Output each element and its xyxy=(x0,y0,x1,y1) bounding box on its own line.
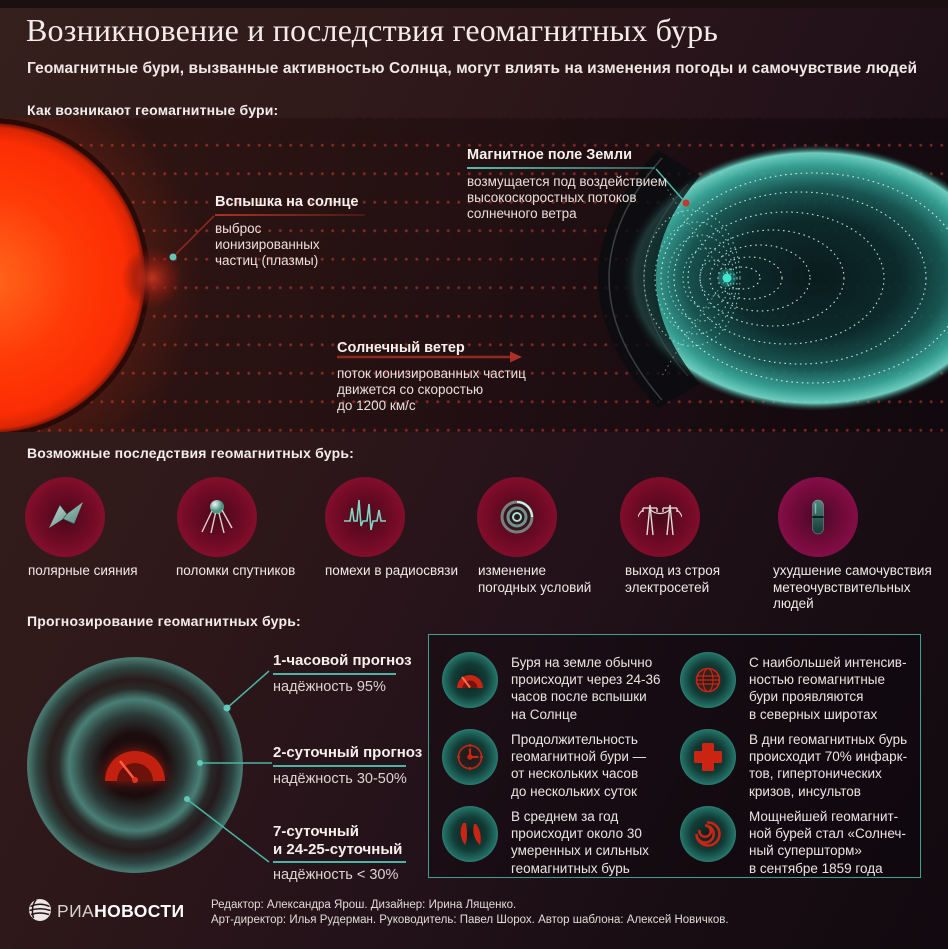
teal-rule xyxy=(273,672,396,675)
callout-desc: возмущается под воздействием высокоскоро… xyxy=(467,174,668,221)
forecast-reliability: надёжность < 30% xyxy=(273,867,399,883)
globe-icon xyxy=(695,667,721,693)
fact-item: В дни геомагнитных бурь происходит 70% и… xyxy=(680,729,939,800)
consequence-circle xyxy=(177,477,257,557)
fact-text: В дни геомагнитных бурь происходит 70% и… xyxy=(749,732,908,799)
field-marker-dot xyxy=(682,199,690,207)
red-rule xyxy=(215,214,365,216)
teal-rule xyxy=(273,861,406,863)
forecast-reliability: надёжность 95% xyxy=(273,678,386,695)
forecast-label-title: 1-часовой прогноз xyxy=(273,652,412,669)
callout-desc: выброс ионизированных частиц (плазмы) xyxy=(215,221,320,268)
medical-cross-icon xyxy=(694,743,722,771)
fact-text: Мощнейшей геомагнит- ной бурей стал «Сол… xyxy=(749,809,906,876)
consequence-circle xyxy=(25,477,105,557)
radio-interference-icon xyxy=(344,499,386,531)
fact-text: С наибольшей интенсив- ностью геомагнитн… xyxy=(749,655,907,722)
section-heading-consequences: Возможные последствия геомагнитных бурь: xyxy=(27,445,355,461)
consequence-circle xyxy=(477,477,557,557)
brand-ria: РИА xyxy=(57,901,95,921)
fact-item: Буря на земле обычно происходит через 24… xyxy=(442,652,701,723)
clock-icon xyxy=(457,744,483,770)
facts-panel xyxy=(428,634,921,878)
flare-marker-dot xyxy=(169,253,177,261)
ria-novosti-globe-icon xyxy=(29,899,51,921)
forecast-label-1h: 1-часовой прогноз надёжность 95% xyxy=(273,652,412,695)
storm-spiral-icon xyxy=(695,821,721,847)
ria-novosti-logo: РИАНОВОСТИ xyxy=(57,901,184,922)
weather-icon xyxy=(500,500,534,534)
consequence-label: помехи в радиосвязи xyxy=(325,563,459,578)
storm-gauge-icon xyxy=(105,751,165,783)
callout-desc: поток ионизированных частиц движется со … xyxy=(337,366,526,413)
consequence-circle xyxy=(620,477,700,557)
solar-wind-arrow xyxy=(337,351,522,363)
solar-flare-bulge xyxy=(121,247,183,309)
fact-item: С наибольшей интенсив- ностью геомагнитн… xyxy=(680,652,939,723)
consequence-circle xyxy=(778,477,858,557)
page-title: Возникновение и последствия геомагнитных… xyxy=(26,12,719,48)
consequence-label: изменение погодных условий xyxy=(478,563,592,595)
forecast-label-7d: 7-суточный и 24-25-суточный надёжность <… xyxy=(273,823,406,883)
fact-text: В среднем за год происходит около 30 уме… xyxy=(511,809,649,876)
sun-earth-scene xyxy=(0,118,948,432)
brand-novosti: НОВОСТИ xyxy=(94,901,185,921)
callout-solar-flare: Вспышка на солнце выброс ионизированных … xyxy=(215,194,365,269)
forecast-label-title: 7-суточный и 24-25-суточный xyxy=(273,823,403,858)
top-strip xyxy=(0,0,948,8)
formation-diagram xyxy=(0,118,948,432)
fact-item: В среднем за год происходит около 30 уме… xyxy=(442,806,701,877)
forecast-connectors xyxy=(184,670,272,863)
callout-title: Вспышка на солнце xyxy=(215,194,359,210)
credits: Редактор: Александра Ярош. Дизайнер: Ири… xyxy=(211,899,729,926)
aurora-red-icon xyxy=(460,823,481,845)
magnetosphere-illustration xyxy=(598,145,948,411)
aurora-icon xyxy=(49,502,83,528)
consequence-label: полярные сияния xyxy=(28,563,138,578)
callout-connectors xyxy=(169,168,690,363)
consequence-label: ухудшение самочувствия метеочувствительн… xyxy=(773,563,932,611)
pill-icon xyxy=(812,499,824,535)
forecast-reliability: надёжность 30-50% xyxy=(273,770,407,787)
teal-rule xyxy=(467,167,655,169)
gauge-icon xyxy=(457,675,483,689)
page-subtitle: Геомагнитные бури, вызванные активностью… xyxy=(27,60,918,77)
fact-text: Буря на земле обычно происходит через 24… xyxy=(511,655,661,722)
consequence-label: поломки спутников xyxy=(176,563,296,578)
satellite-icon xyxy=(201,500,233,534)
forecast-label-2d: 2-суточный прогноз надёжность 30-50% xyxy=(273,744,422,787)
forecast-label-title: 2-суточный прогноз xyxy=(273,744,423,761)
sun-illustration xyxy=(0,118,205,432)
power-grid-icon xyxy=(638,504,682,536)
section-heading-forecast: Прогнозирование геомагнитных бурь: xyxy=(27,613,301,629)
fact-item: Продолжительность геомагнитной бури — от… xyxy=(442,729,701,800)
callout-solar-wind: Солнечный ветер поток ионизированных час… xyxy=(337,340,547,414)
consequence-label: выход из строя электросетей xyxy=(625,563,721,595)
callout-title: Магнитное поле Земли xyxy=(467,147,633,163)
consequence-circle xyxy=(325,477,405,557)
fact-item: Мощнейшей геомагнит- ной бурей стал «Сол… xyxy=(680,806,939,877)
teal-rule xyxy=(273,764,406,767)
callout-title: Солнечный ветер xyxy=(337,340,465,356)
fact-text: Продолжительность геомагнитной бури — от… xyxy=(511,732,647,799)
section-heading-formation: Как возникают геомагнитные бури: xyxy=(27,102,279,118)
callout-magnetic-field: Магнитное поле Земли возмущается под воз… xyxy=(467,147,677,222)
bow-shock xyxy=(598,150,700,408)
